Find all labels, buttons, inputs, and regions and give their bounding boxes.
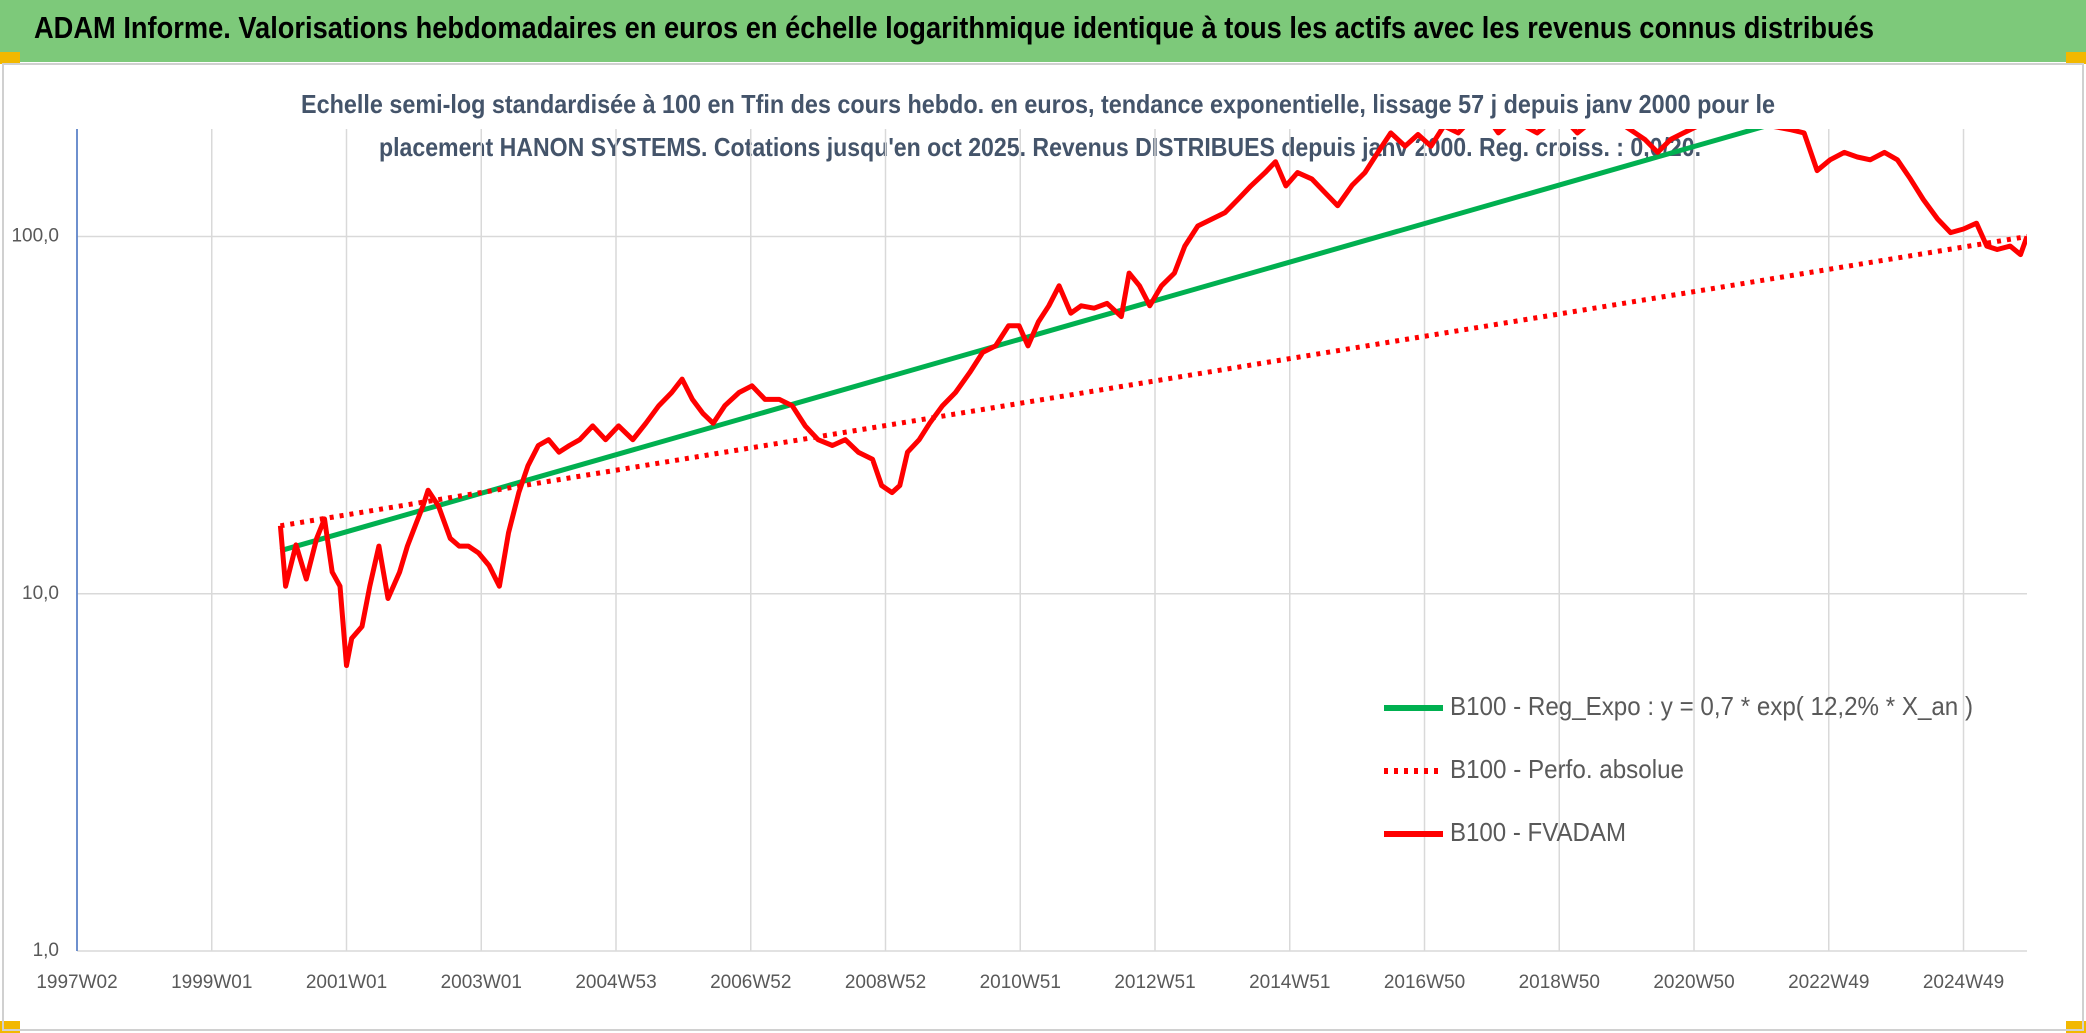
legend-label: B100 - Perfo. absolue <box>1450 754 1684 784</box>
x-tick-label: 2018W50 <box>1519 972 1600 993</box>
header-bar <box>0 0 2086 62</box>
x-tick-label: 2004W53 <box>575 972 656 993</box>
x-tick-label: 1997W02 <box>36 972 117 993</box>
x-tick-label: 2006W52 <box>710 972 791 993</box>
y-tick-label: 1,0 <box>33 940 59 961</box>
x-tick-label: 2014W51 <box>1249 972 1330 993</box>
x-tick-label: 2012W51 <box>1114 972 1195 993</box>
corner-mark <box>2066 52 2086 64</box>
x-tick-label: 2008W52 <box>845 972 926 993</box>
x-tick-label: 2003W01 <box>441 972 522 993</box>
legend-label: B100 - FVADAM <box>1450 817 1626 847</box>
x-tick-label: 2024W49 <box>1923 972 2004 993</box>
x-tick-label: 2020W50 <box>1653 972 1734 993</box>
x-tick-label: 2001W01 <box>306 972 387 993</box>
x-tick-label: 2016W50 <box>1384 972 1465 993</box>
legend-label: B100 - Reg_Expo : y = 0,7 * exp( 12,2% *… <box>1450 691 1973 721</box>
data-line <box>277 129 2027 668</box>
corner-mark <box>0 52 20 64</box>
x-tick-label: 1999W01 <box>171 972 252 993</box>
y-tick-label: 100,0 <box>11 226 59 247</box>
x-tick-label: 2010W51 <box>980 972 1061 993</box>
y-tick-label: 10,0 <box>22 583 59 604</box>
x-tick-label: 2022W49 <box>1788 972 1869 993</box>
chart-subtitle: placement HANON SYSTEMS. Cotations jusqu… <box>379 132 1701 162</box>
chart-frame <box>2 63 2084 1031</box>
plot-area <box>277 129 2027 668</box>
chart-subtitle: Echelle semi-log standardisée à 100 en T… <box>301 89 1775 119</box>
chart-title: ADAM Informe. Valorisations hebdomadaire… <box>34 10 1874 45</box>
